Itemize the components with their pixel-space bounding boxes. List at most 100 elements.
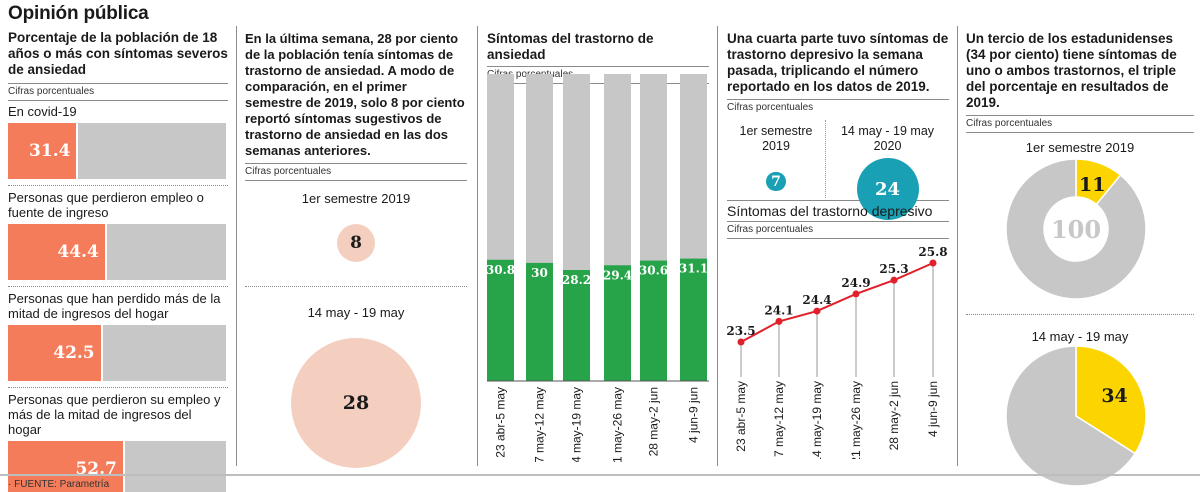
- x-tick-label: 21 may-26 may: [611, 387, 625, 462]
- dotted-divider: [966, 314, 1194, 315]
- panel-heading: Porcentaje de la población de 18 años o …: [8, 30, 228, 77]
- divider: [966, 115, 1194, 116]
- panel-heading: En la última semana, 28 por ciento de la…: [245, 31, 465, 158]
- x-tick-label: 23 abr-5 may: [734, 381, 748, 452]
- hbar-fill: 44.4: [8, 224, 105, 280]
- bar: [640, 260, 667, 381]
- center-label: 100: [1051, 215, 1101, 244]
- data-label: 25.8: [918, 245, 947, 259]
- dotted-divider: [8, 286, 228, 287]
- period-label-2019: 1er semestre 2019: [1025, 140, 1135, 155]
- dotted-divider: [8, 387, 228, 388]
- divider: [487, 83, 709, 84]
- divider: [727, 238, 949, 239]
- divider: [8, 83, 228, 84]
- hbar-remainder: [78, 123, 226, 179]
- depression-bubbles: 1er semestre 2019 7 14 may - 19 may 2020…: [727, 116, 949, 220]
- x-tick-label: 4 jun-9 jun: [687, 387, 701, 443]
- divider: [245, 180, 467, 181]
- data-label: 25.3: [879, 262, 908, 276]
- data-label: 24.1: [764, 303, 793, 317]
- bubble-col-2019: 1er semestre 2019 7: [727, 116, 825, 198]
- panel-heading: Una cuarta parte tuvo síntomas de trasto…: [727, 31, 949, 94]
- bar: [526, 262, 553, 381]
- divider: [727, 99, 949, 100]
- panel-heading: Un tercio de los estadunidenses (34 por …: [966, 31, 1177, 110]
- period-label-2019: 1er semestre 2019: [301, 191, 411, 206]
- panel-divider: [957, 26, 958, 466]
- data-point: [852, 290, 860, 298]
- bubble-value: 8: [350, 233, 362, 254]
- period-label-2020: 14 may - 19 may: [307, 305, 405, 321]
- slice-label: 34: [1101, 385, 1127, 407]
- hbar-item: Personas que perdieron su empleo y más d…: [8, 387, 228, 492]
- x-tick-label: 4 jun-9 jun: [926, 381, 940, 437]
- hbar-remainder: [102, 325, 226, 381]
- divider: [8, 100, 228, 101]
- data-label: 24.9: [841, 276, 870, 290]
- x-tick-label: 14 may-19 may: [810, 381, 824, 459]
- bubble-value: 28: [342, 392, 370, 415]
- bar-value-label: 29.4: [603, 268, 632, 282]
- bubble-2019: 7: [766, 172, 786, 192]
- hbar-value: 44.4: [57, 242, 99, 262]
- x-tick-label: 23 abr-5 may: [494, 387, 508, 458]
- pie-slice: [1005, 158, 1147, 300]
- panel-both-disorders: Un tercio de los estadunidenses (34 por …: [966, 26, 1194, 487]
- hbar-value: 42.5: [53, 343, 95, 363]
- hbar-value: 52.7: [75, 459, 117, 479]
- bar: [487, 259, 514, 381]
- hbar-label: Personas que han perdido más de la mitad…: [8, 291, 221, 321]
- bottom-rule: [0, 474, 1200, 476]
- hbar-remainder: [106, 224, 226, 280]
- units-label: Cifras porcentuales: [8, 86, 95, 97]
- panel-divider: [717, 26, 718, 466]
- data-point: [737, 338, 745, 346]
- data-label: 24.4: [802, 293, 831, 307]
- x-tick-label: 7 may-12 may: [772, 381, 786, 457]
- bar-value-label: 28.2: [562, 273, 591, 287]
- hbar-remainder: [124, 441, 226, 492]
- panel-anxiety-weekly: Síntomas del trastorno de ansiedad Cifra…: [487, 26, 709, 466]
- bar-value-label: 31.1: [679, 262, 708, 276]
- hbar-label: En covid-19: [8, 104, 77, 119]
- bar-value-label: 30: [531, 266, 548, 280]
- divider: [966, 132, 1194, 133]
- hbar-value: 31.4: [29, 141, 71, 161]
- panel-severe-anxiety: Porcentaje de la población de 18 años o …: [8, 26, 228, 492]
- period-label-2020: 14 may - 19 may 2020: [840, 124, 935, 153]
- period-label-2020: 14 may - 19 may: [1031, 329, 1129, 344]
- anxiety-bar-chart: 30.8 23 abr-5 may 30 7 may-12 may 28.2 14 may…: [487, 74, 709, 462]
- bar: [563, 270, 590, 381]
- panel-divider: [477, 26, 478, 466]
- hbar-list: En covid-19 31.4 Personas que perdieron em…: [8, 104, 228, 492]
- divider: [727, 200, 949, 201]
- units-label: Cifras porcentuales: [727, 224, 814, 235]
- series-line: [740, 262, 934, 343]
- page-title: Opinión pública: [8, 3, 149, 24]
- depression-line-chart: 23.5 23 abr-5 may 24.1 7 may-12 may 24.4 14 m…: [726, 245, 947, 464]
- bubble-value: 24: [874, 178, 901, 200]
- chart-title: Síntomas del trastorno de ansiedad: [487, 31, 654, 62]
- units-label: Cifras porcentuales: [245, 166, 332, 177]
- units-label: Cifras porcentuales: [966, 118, 1053, 129]
- bubble-2020: 24: [856, 158, 919, 220]
- bubble-col-2020: 14 may - 19 may 2020 24: [826, 116, 949, 220]
- divider: [727, 221, 949, 222]
- units-label: Cifras porcentuales: [727, 102, 814, 113]
- pie-slice: [1005, 345, 1137, 487]
- hbar-item: Personas que perdieron empleo o fuente d…: [8, 185, 228, 280]
- panel-anxiety-comparison: En la última semana, 28 por ciento de la…: [245, 26, 467, 469]
- donut-chart-2019: 11 100: [1005, 158, 1147, 300]
- pie-chart-2020: 34: [1005, 345, 1147, 487]
- bubble-2019: 8: [336, 224, 376, 263]
- panel-depression: Una cuarta parte tuvo síntomas de trasto…: [726, 26, 949, 466]
- period-label-2019: 1er semestre 2019: [739, 124, 813, 153]
- x-tick-label: 7 may-12 may: [533, 387, 547, 462]
- bar-value-label: 30.6: [639, 264, 668, 278]
- dotted-divider: [245, 286, 467, 288]
- data-label: 23.5: [727, 324, 756, 338]
- x-tick-label: 21 may-26 may: [849, 381, 863, 459]
- bar: [604, 265, 631, 381]
- dotted-divider: [825, 120, 826, 198]
